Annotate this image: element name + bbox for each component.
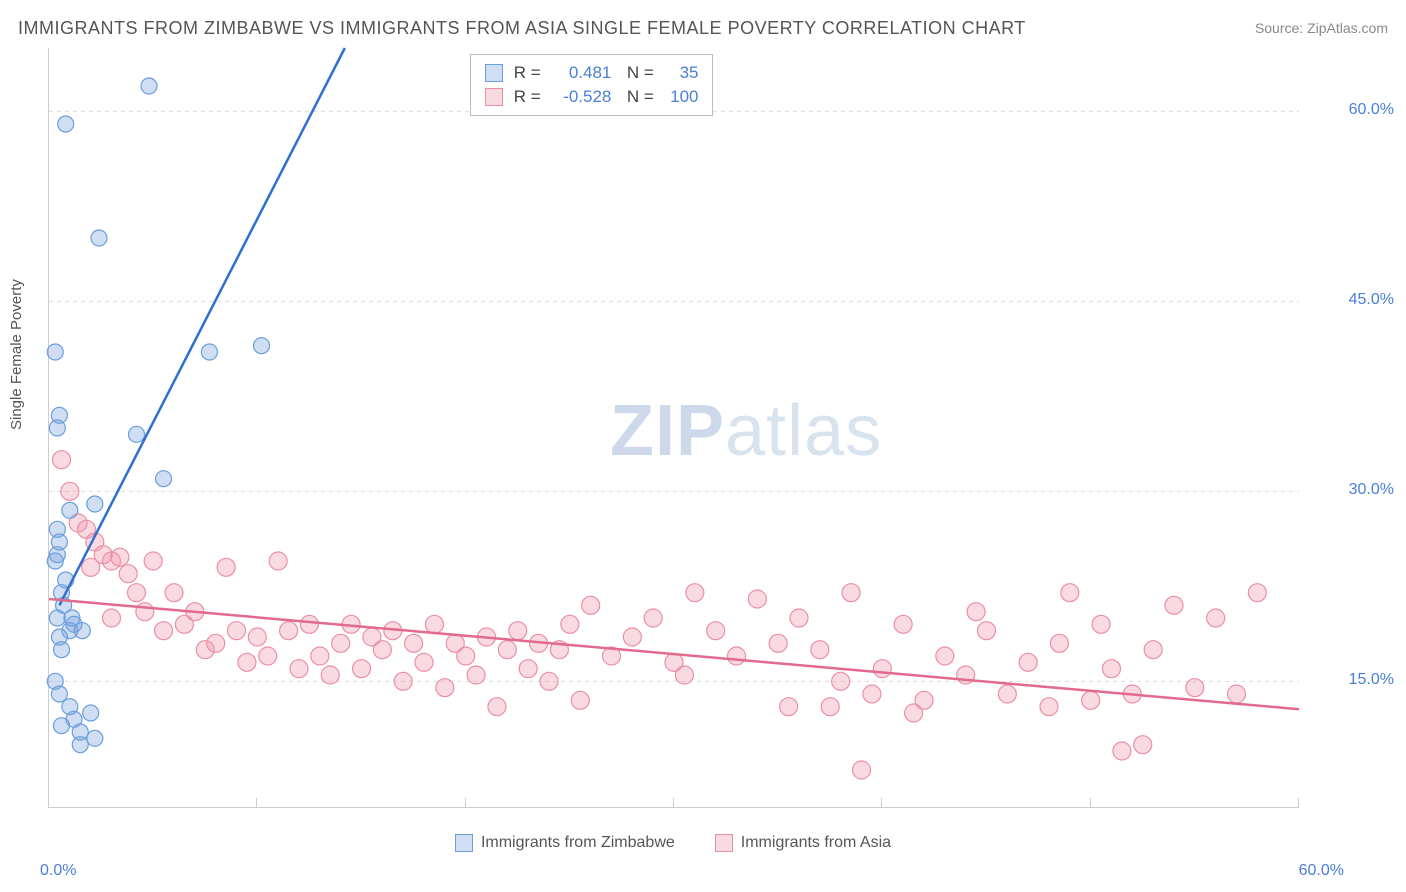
correlation-chart: IMMIGRANTS FROM ZIMBABWE VS IMMIGRANTS F…: [0, 0, 1406, 892]
y-tick-label: 30.0%: [1349, 481, 1394, 499]
x-tick-label: 0.0%: [40, 862, 76, 880]
legend-swatch-icon: [715, 834, 733, 852]
x-tick-mark: [256, 798, 257, 808]
correlation-legend: R = 0.481 N = 35 R = -0.528 N = 100: [470, 54, 713, 116]
x-tick-mark: [465, 798, 466, 808]
plot-area: [48, 48, 1298, 808]
legend-row-zimbabwe: R = 0.481 N = 35: [485, 61, 698, 85]
x-tick-mark: [48, 798, 49, 808]
chart-title: IMMIGRANTS FROM ZIMBABWE VS IMMIGRANTS F…: [18, 18, 1026, 39]
legend-item-asia: Immigrants from Asia: [715, 834, 891, 852]
x-tick-mark: [1298, 798, 1299, 808]
legend-item-zimbabwe: Immigrants from Zimbabwe: [455, 834, 675, 852]
scatter-svg: [49, 48, 1299, 808]
source-label: Source: ZipAtlas.com: [1255, 20, 1388, 36]
legend-swatch-icon: [455, 834, 473, 852]
x-tick-mark: [881, 798, 882, 808]
x-tick-label: 60.0%: [1299, 862, 1344, 880]
x-tick-mark: [673, 798, 674, 808]
series-legend: Immigrants from Zimbabwe Immigrants from…: [48, 834, 1298, 852]
y-tick-label: 45.0%: [1349, 291, 1394, 309]
y-axis-label: Single Female Poverty: [8, 279, 25, 430]
legend-swatch-icon: [485, 64, 503, 82]
y-tick-label: 60.0%: [1349, 101, 1394, 119]
legend-row-asia: R = -0.528 N = 100: [485, 85, 698, 109]
legend-swatch-icon: [485, 88, 503, 106]
x-tick-mark: [1090, 798, 1091, 808]
y-tick-label: 15.0%: [1349, 671, 1394, 689]
